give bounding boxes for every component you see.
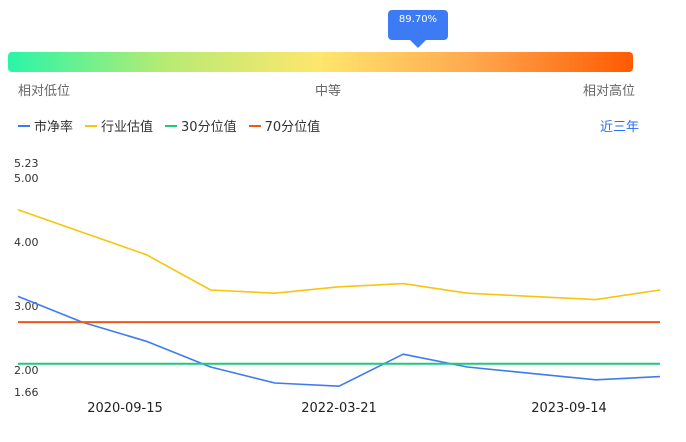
series-line-0 — [17, 295, 661, 388]
legend-item-industry[interactable]: 行业估值 — [85, 116, 153, 135]
x-tick-label: 2022-03-21 — [301, 401, 377, 416]
legend-swatch-industry — [85, 124, 98, 127]
legend-item-p70[interactable]: 70分位值 — [248, 116, 321, 135]
series-line-1 — [17, 209, 661, 301]
legend-label-industry: 行业估值 — [101, 120, 154, 135]
low-label: 相对低位 — [18, 84, 71, 99]
y-tick-label: 5.00 — [14, 172, 39, 185]
high-label: 相对高位 — [583, 84, 636, 99]
y-tick-label: 5.23 — [14, 157, 39, 170]
legend-label-p70: 70分位值 — [264, 120, 321, 135]
legend: 市净率 行业估值 30分位值 70分位值 — [18, 116, 320, 135]
legend-label-pb: 市净率 — [34, 120, 74, 135]
mid-label: 中等 — [315, 84, 342, 99]
range-three-years-button[interactable]: 近三年 — [600, 120, 640, 135]
legend-swatch-pb — [18, 124, 30, 127]
y-tick-label: 3.00 — [14, 300, 39, 313]
y-tick-label: 1.66 — [14, 386, 39, 399]
percentile-tooltip: 89.70% — [388, 10, 448, 48]
percentile-gradient-bar — [8, 52, 633, 72]
y-tick-label: 2.00 — [14, 364, 39, 377]
x-tick-label: 2020-09-15 — [87, 401, 163, 416]
legend-label-p30: 30分位值 — [181, 120, 237, 135]
legend-swatch-p30 — [165, 124, 178, 127]
legend-item-p30[interactable]: 30分位值 — [165, 116, 237, 135]
x-tick-label: 2023-09-14 — [531, 401, 607, 416]
y-tick-label: 4.00 — [14, 236, 39, 249]
legend-swatch-p70 — [248, 124, 261, 127]
legend-item-pb[interactable]: 市净率 — [18, 116, 73, 135]
percentile-value: 89.70% — [398, 14, 438, 25]
